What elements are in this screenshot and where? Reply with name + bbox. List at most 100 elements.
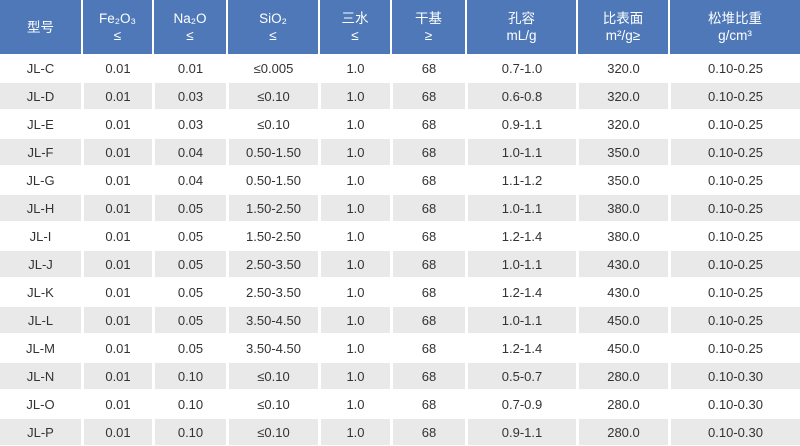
column-header-label: 比表面 [602,11,644,26]
value-cell: 0.01 [81,54,152,82]
table-row: JL-G 0.01 0.04 0.50-1.50 1.0 68 1.1-1.2 350.0 0.… [0,166,800,194]
value-cell: 1.0 [318,334,390,362]
value-cell: 0.04 [152,166,226,194]
column-header-label: 孔容 [508,11,535,26]
value-cell: 320.0 [576,54,668,82]
value-cell: 1.2-1.4 [465,278,576,306]
value-cell: 68 [390,362,465,390]
value-cell: 0.01 [81,278,152,306]
column-header-label: 松堆比重 [708,11,762,26]
value-cell: 1.2-1.4 [465,334,576,362]
value-cell: 68 [390,306,465,334]
column-header-surface-area: 比表面 m²/g≥ [576,0,668,54]
value-cell: 1.0-1.1 [465,194,576,222]
value-cell: 380.0 [576,222,668,250]
value-cell: 0.10-0.25 [668,222,800,250]
value-cell: 0.01 [152,54,226,82]
value-cell: 1.0-1.1 [465,250,576,278]
column-header-unit: ≤ [113,28,122,43]
value-cell: 1.0 [318,418,390,446]
value-cell: 450.0 [576,334,668,362]
value-cell: 1.0 [318,54,390,82]
value-cell: 0.01 [81,362,152,390]
table-row: JL-C 0.01 0.01 ≤0.005 1.0 68 0.7-1.0 320.0 0.10-… [0,54,800,82]
value-cell: 68 [390,278,465,306]
value-cell: 0.7-0.9 [465,390,576,418]
value-cell: ≤0.10 [226,82,318,110]
model-cell: JL-H [0,194,81,222]
value-cell: 0.04 [152,138,226,166]
value-cell: 0.10-0.30 [668,418,800,446]
model-cell: JL-M [0,334,81,362]
value-cell: 320.0 [576,82,668,110]
column-header-unit: ≥ [424,28,433,43]
value-cell: 1.50-2.50 [226,194,318,222]
column-header-sio2: SiO₂ ≤ [226,0,318,54]
value-cell: 0.01 [81,194,152,222]
value-cell: ≤0.10 [226,390,318,418]
value-cell: 430.0 [576,278,668,306]
value-cell: 1.2-1.4 [465,222,576,250]
column-header-pore-volume: 孔容 mL/g [465,0,576,54]
model-cell: JL-I [0,222,81,250]
column-header-dry-basis: 干基 ≥ [390,0,465,54]
value-cell: 68 [390,390,465,418]
value-cell: 68 [390,250,465,278]
value-cell: 0.01 [81,306,152,334]
value-cell: 380.0 [576,194,668,222]
value-cell: 0.01 [81,418,152,446]
value-cell: 1.0-1.1 [465,306,576,334]
table-row: JL-N 0.01 0.10 ≤0.10 1.0 68 0.5-0.7 280.0 0.10-0… [0,362,800,390]
value-cell: 0.01 [81,334,152,362]
value-cell: 0.05 [152,306,226,334]
value-cell: 0.10-0.25 [668,334,800,362]
value-cell: 0.50-1.50 [226,138,318,166]
value-cell: 0.03 [152,110,226,138]
value-cell: 1.0 [318,390,390,418]
value-cell: 68 [390,194,465,222]
value-cell: 1.0 [318,222,390,250]
column-header-model: 型号 [0,0,81,54]
column-header-na2o: Na₂O ≤ [152,0,226,54]
value-cell: 0.10-0.30 [668,362,800,390]
column-header-label: Na₂O [173,11,207,26]
value-cell: 350.0 [576,138,668,166]
value-cell: 0.10 [152,362,226,390]
model-cell: JL-J [0,250,81,278]
model-cell: JL-C [0,54,81,82]
value-cell: 0.01 [81,222,152,250]
value-cell: 1.0-1.1 [465,138,576,166]
value-cell: 0.01 [81,390,152,418]
column-header-label: SiO₂ [259,11,287,26]
column-header-label: 三水 [341,11,369,26]
value-cell: ≤0.005 [226,54,318,82]
value-cell: 280.0 [576,418,668,446]
value-cell: ≤0.10 [226,362,318,390]
value-cell: 0.03 [152,82,226,110]
column-header-unit: g/cm³ [718,28,752,43]
table-row: JL-K 0.01 0.05 2.50-3.50 1.0 68 1.2-1.4 430.0 0.… [0,278,800,306]
value-cell: 0.05 [152,334,226,362]
value-cell: 0.10-0.25 [668,110,800,138]
value-cell: 1.0 [318,250,390,278]
value-cell: 1.1-1.2 [465,166,576,194]
model-cell: JL-G [0,166,81,194]
value-cell: 68 [390,54,465,82]
table-row: JL-F 0.01 0.04 0.50-1.50 1.0 68 1.0-1.1 350.0 0.… [0,138,800,166]
column-header-unit: ≤ [186,28,194,43]
value-cell: 1.0 [318,138,390,166]
value-cell: 68 [390,138,465,166]
value-cell: 1.50-2.50 [226,222,318,250]
value-cell: 280.0 [576,390,668,418]
value-cell: 68 [390,418,465,446]
value-cell: 430.0 [576,250,668,278]
table-row: JL-P 0.01 0.10 ≤0.10 1.0 68 0.9-1.1 280.0 0.10-0… [0,418,800,446]
table-row: JL-D 0.01 0.03 ≤0.10 1.0 68 0.6-0.8 320.0 0.10-0… [0,82,800,110]
value-cell: 0.05 [152,222,226,250]
value-cell: 0.10-0.25 [668,54,800,82]
model-cell: JL-K [0,278,81,306]
value-cell: 68 [390,82,465,110]
model-cell: JL-N [0,362,81,390]
model-cell: JL-E [0,110,81,138]
table-row: JL-M 0.01 0.05 3.50-4.50 1.0 68 1.2-1.4 450.0 0.… [0,334,800,362]
